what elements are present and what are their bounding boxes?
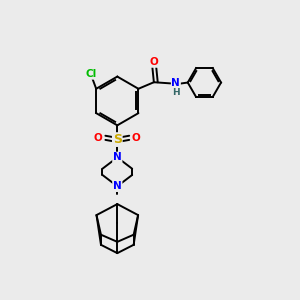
Text: H: H bbox=[172, 88, 180, 97]
Text: O: O bbox=[94, 133, 103, 143]
Text: Cl: Cl bbox=[85, 69, 97, 79]
Text: N: N bbox=[172, 78, 180, 88]
Text: S: S bbox=[113, 133, 122, 146]
Text: O: O bbox=[149, 57, 158, 67]
Text: N: N bbox=[113, 152, 122, 162]
Text: N: N bbox=[113, 181, 122, 191]
Text: O: O bbox=[132, 133, 141, 143]
